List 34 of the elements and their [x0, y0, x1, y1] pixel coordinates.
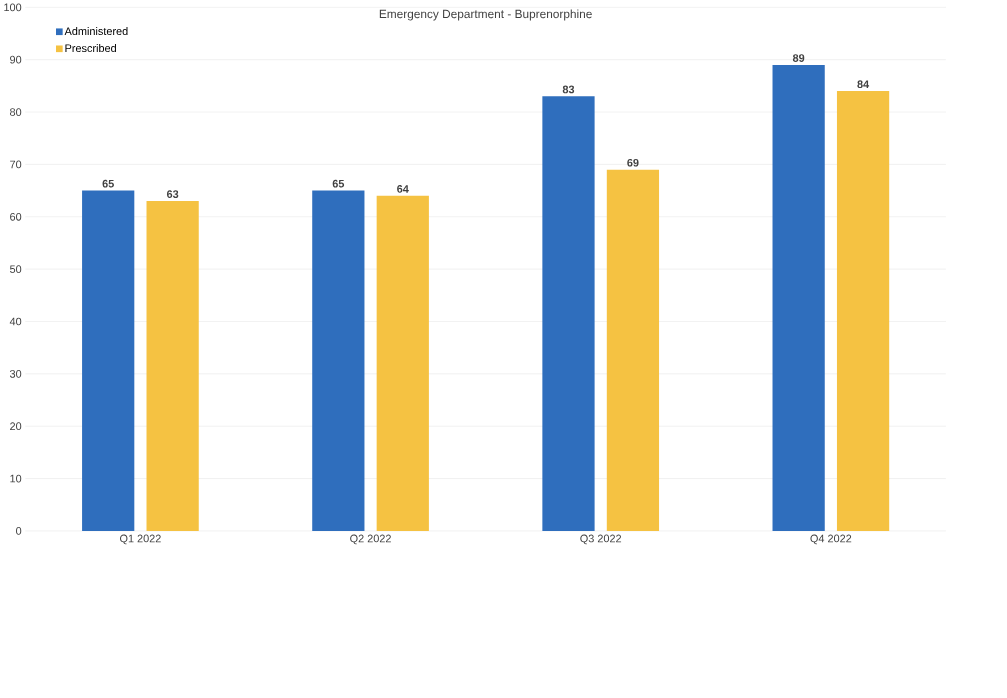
- data-label: 64: [397, 184, 409, 193]
- chart-title: Emergency Department - Buprenorphine: [379, 9, 592, 21]
- y-tick-label: 100: [4, 3, 22, 11]
- x-tick-label: Q4 2022: [810, 534, 852, 545]
- y-tick-label: 40: [9, 317, 22, 326]
- y-tick-label: 20: [10, 422, 22, 430]
- data-label: 65: [332, 179, 345, 188]
- bar: [542, 96, 595, 531]
- y-tick-label: 60: [10, 212, 22, 221]
- y-tick-label: 30: [9, 369, 22, 378]
- data-label: 65: [102, 179, 114, 188]
- y-tick-label: 90: [10, 55, 22, 64]
- bar: [312, 190, 365, 531]
- data-label: 84: [857, 80, 870, 88]
- bar: [772, 64, 825, 531]
- legend-label: Prescribed: [65, 43, 116, 52]
- bar: [82, 190, 135, 531]
- y-tick-label: 0: [16, 526, 22, 535]
- x-tick-label: Q2 2022: [350, 534, 391, 545]
- data-label: 89: [792, 53, 805, 62]
- x-tick-label: Q3 2022: [580, 534, 622, 545]
- y-tick-label: 50: [9, 265, 22, 273]
- legend-label: Administered: [64, 26, 128, 35]
- bar: [146, 200, 199, 531]
- data-label: 83: [562, 85, 575, 94]
- data-label: 63: [166, 190, 179, 198]
- bar: [606, 169, 660, 531]
- y-tick-label: 70: [10, 160, 22, 169]
- bar: [376, 195, 429, 531]
- x-tick-label: Q1 2022: [120, 534, 161, 545]
- bar: [836, 90, 890, 531]
- data-label: 69: [627, 158, 639, 167]
- y-tick-label: 80: [10, 107, 22, 116]
- y-tick-label: 10: [10, 474, 22, 483]
